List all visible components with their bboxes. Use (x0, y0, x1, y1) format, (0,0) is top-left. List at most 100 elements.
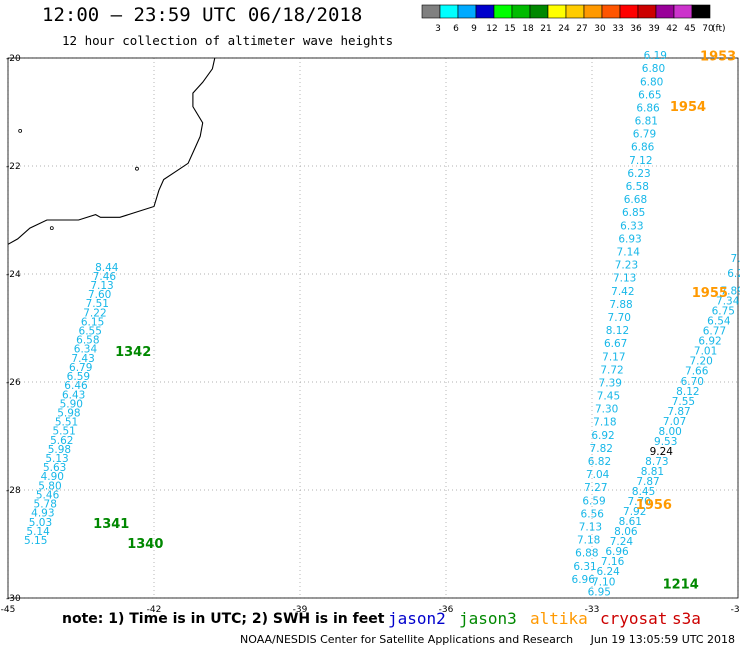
wave-height-value: 7.45 (597, 391, 620, 403)
wave-height-value: 6.65 (638, 89, 661, 101)
colorbar-tick-label: (ft) (712, 24, 726, 34)
wave-height-value: 5.62 (50, 435, 73, 447)
legend-jason2: jason2 (388, 609, 446, 628)
lat-tick-label: -26 (6, 378, 21, 388)
wave-height-value: 6.46 (64, 380, 88, 392)
wave-height-value: 6.70 (681, 376, 704, 388)
wave-height-value: 7.66 (685, 366, 709, 378)
pass-number-label: 1956 (636, 498, 672, 513)
wave-height-value: 7.70 (608, 312, 631, 324)
pass-number-label: 1955 (692, 286, 728, 301)
wave-height-value: 7.55 (672, 396, 695, 408)
legend-s3a: s3a (672, 609, 701, 628)
wave-height-value: 9.53 (654, 436, 677, 448)
wave-height-value: 7.12 (629, 155, 652, 167)
legend-altika: altika (530, 609, 588, 628)
wave-height-value: 5.80 (38, 480, 61, 492)
wave-height-value: 7. (731, 253, 740, 265)
wave-height-value: 6.79 (69, 362, 92, 374)
lon-tick-label: -45 (1, 605, 16, 615)
lat-tick-label: -28 (6, 486, 21, 496)
wave-height-value: 6.68 (624, 194, 647, 206)
wave-height-value: 6.77 (703, 326, 726, 338)
wave-height-value: 7.70 (627, 496, 650, 508)
wave-height-value: 6.79 (633, 129, 656, 141)
wave-height-value: 5.13 (45, 453, 68, 465)
lon-tick-label: -39 (293, 605, 308, 615)
wave-height-value: 7.18 (577, 535, 600, 547)
page-title: 12:00 – 23:59 UTC 06/18/2018 (42, 4, 363, 26)
wave-height-value: 5.15 (24, 535, 47, 547)
wave-height-value: 6.19 (644, 50, 667, 62)
wave-height-value: 4.93 (31, 508, 54, 520)
pass-number-label: 1340 (127, 537, 163, 552)
wave-height-value: 7.60 (88, 289, 111, 301)
wave-height-value: 5.14 (26, 526, 50, 538)
wave-height-value: 6.92 (591, 430, 614, 442)
wave-height-value: 6.58 (626, 181, 649, 193)
wave-height-value: 8.81 (641, 466, 664, 478)
pass-number-label: 1954 (670, 100, 706, 115)
lon-tick-label: -42 (147, 605, 162, 615)
colorbar-tick-label: 12 (486, 24, 497, 34)
wave-height-value: 6.81 (635, 116, 658, 128)
credit-line: NOAA/NESDIS Center for Satellite Applica… (240, 633, 735, 646)
wave-height-value: 7.24 (610, 536, 634, 548)
colorbar-tick-label: 15 (504, 24, 515, 34)
colorbar-tick-label: 39 (648, 24, 660, 34)
page-subtitle: 12 hour collection of altimeter wave hei… (62, 33, 394, 48)
wave-height-value: 8.61 (619, 516, 642, 528)
lon-tick-label: -33 (585, 605, 600, 615)
lat-tick-label: -22 (6, 162, 21, 172)
wave-height-value: 6.59 (582, 495, 605, 507)
wave-height-value: 7.34 (716, 296, 740, 308)
wave-height-value: 6.82 (588, 456, 611, 468)
footer-note: note: 1) Time is in UTC; 2) SWH is in fe… (62, 611, 385, 627)
pass-number-label: 1341 (93, 517, 129, 532)
wave-height-value: 7.30 (595, 404, 618, 416)
wave-height-value: 7.13 (613, 273, 636, 285)
wave-height-value: 8.73 (645, 456, 668, 468)
wave-height-value: 8.12 (676, 386, 699, 398)
island-marker (135, 166, 139, 171)
wave-height-value: 7.20 (689, 356, 712, 368)
lat-tick-label: -30 (6, 594, 21, 604)
wave-height-value: 7.17 (602, 351, 625, 363)
wave-height-value: 7.82 (590, 443, 613, 455)
colorbar-tick-label: 70 (702, 24, 714, 34)
pass-number-label: 1342 (115, 345, 151, 360)
wave-height-value: 7.10 (592, 576, 615, 588)
wave-height-value: 7.42 (611, 286, 634, 298)
colorbar-tick-label: 3 (435, 24, 441, 34)
colorbar-tick-label: 36 (630, 24, 642, 34)
wave-height-value: 6.85 (622, 207, 645, 219)
legend-cryosat: cryosat (600, 609, 668, 628)
wave-height-value: 5.98 (57, 407, 80, 419)
colorbar-tick-label: 18 (522, 24, 534, 34)
colorbar-tick-label: 45 (684, 24, 695, 34)
wave-height-value: 6.31 (573, 561, 596, 573)
wave-height-value: 8.44 (95, 262, 119, 274)
wave-height-value: 8.06 (614, 526, 638, 538)
wave-height-value: 6.80 (642, 63, 665, 75)
wave-height-value: 6.33 (620, 220, 643, 232)
wave-height-value: 5.46 (36, 489, 60, 501)
wave-height-value: 8.12 (606, 325, 629, 337)
wave-height-value: 6.88 (575, 548, 598, 560)
wave-height-value: 7.13 (90, 280, 113, 292)
map-border (7, 57, 739, 599)
wave-height-value: 8.45 (632, 486, 655, 498)
wave-height-value: 7.72 (600, 364, 623, 376)
wave-height-value: 7.39 (599, 377, 622, 389)
wave-height-value: 7.16 (601, 556, 625, 568)
lon-tick-label: -30 (731, 605, 740, 615)
lat-tick-label: -24 (6, 270, 21, 280)
island-marker (49, 226, 54, 231)
colorbar-tick-label: 27 (576, 24, 587, 34)
pass-number-label: 1214 (663, 577, 699, 592)
wave-height-value: 5.98 (48, 444, 71, 456)
wave-height-value: 7.43 (71, 353, 94, 365)
colorbar-tick-label: 9 (471, 24, 477, 34)
wave-height-value: 7.04 (586, 469, 610, 481)
wave-height-value: 7.87 (636, 476, 659, 488)
